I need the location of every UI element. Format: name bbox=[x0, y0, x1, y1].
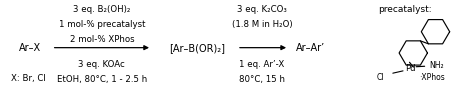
Text: 2 mol-% XPhos: 2 mol-% XPhos bbox=[70, 35, 134, 44]
Text: Cl: Cl bbox=[377, 73, 384, 82]
Text: Ar–X: Ar–X bbox=[19, 43, 42, 53]
Text: (1.8 M in H₂O): (1.8 M in H₂O) bbox=[232, 20, 292, 29]
Text: NH₂: NH₂ bbox=[429, 61, 444, 70]
Text: [Ar–B(OR)₂]: [Ar–B(OR)₂] bbox=[169, 43, 225, 53]
Text: 1 mol-% precatalyst: 1 mol-% precatalyst bbox=[59, 20, 145, 29]
Text: Pd: Pd bbox=[405, 64, 416, 73]
Text: precatalyst:: precatalyst: bbox=[378, 5, 432, 14]
Text: 80°C, 15 h: 80°C, 15 h bbox=[239, 75, 285, 84]
Text: X: Br, Cl: X: Br, Cl bbox=[11, 74, 46, 83]
Text: 3 eq. K₂CO₃: 3 eq. K₂CO₃ bbox=[237, 5, 287, 14]
Text: 3 eq. KOAc: 3 eq. KOAc bbox=[79, 60, 125, 69]
Text: EtOH, 80°C, 1 - 2.5 h: EtOH, 80°C, 1 - 2.5 h bbox=[57, 75, 147, 84]
Text: 1 eq. Ar’-X: 1 eq. Ar’-X bbox=[239, 60, 285, 69]
Text: 3 eq. B₂(OH)₂: 3 eq. B₂(OH)₂ bbox=[73, 5, 130, 14]
Text: ·XPhos: ·XPhos bbox=[419, 73, 445, 82]
Text: Ar–Ar’: Ar–Ar’ bbox=[296, 43, 325, 53]
